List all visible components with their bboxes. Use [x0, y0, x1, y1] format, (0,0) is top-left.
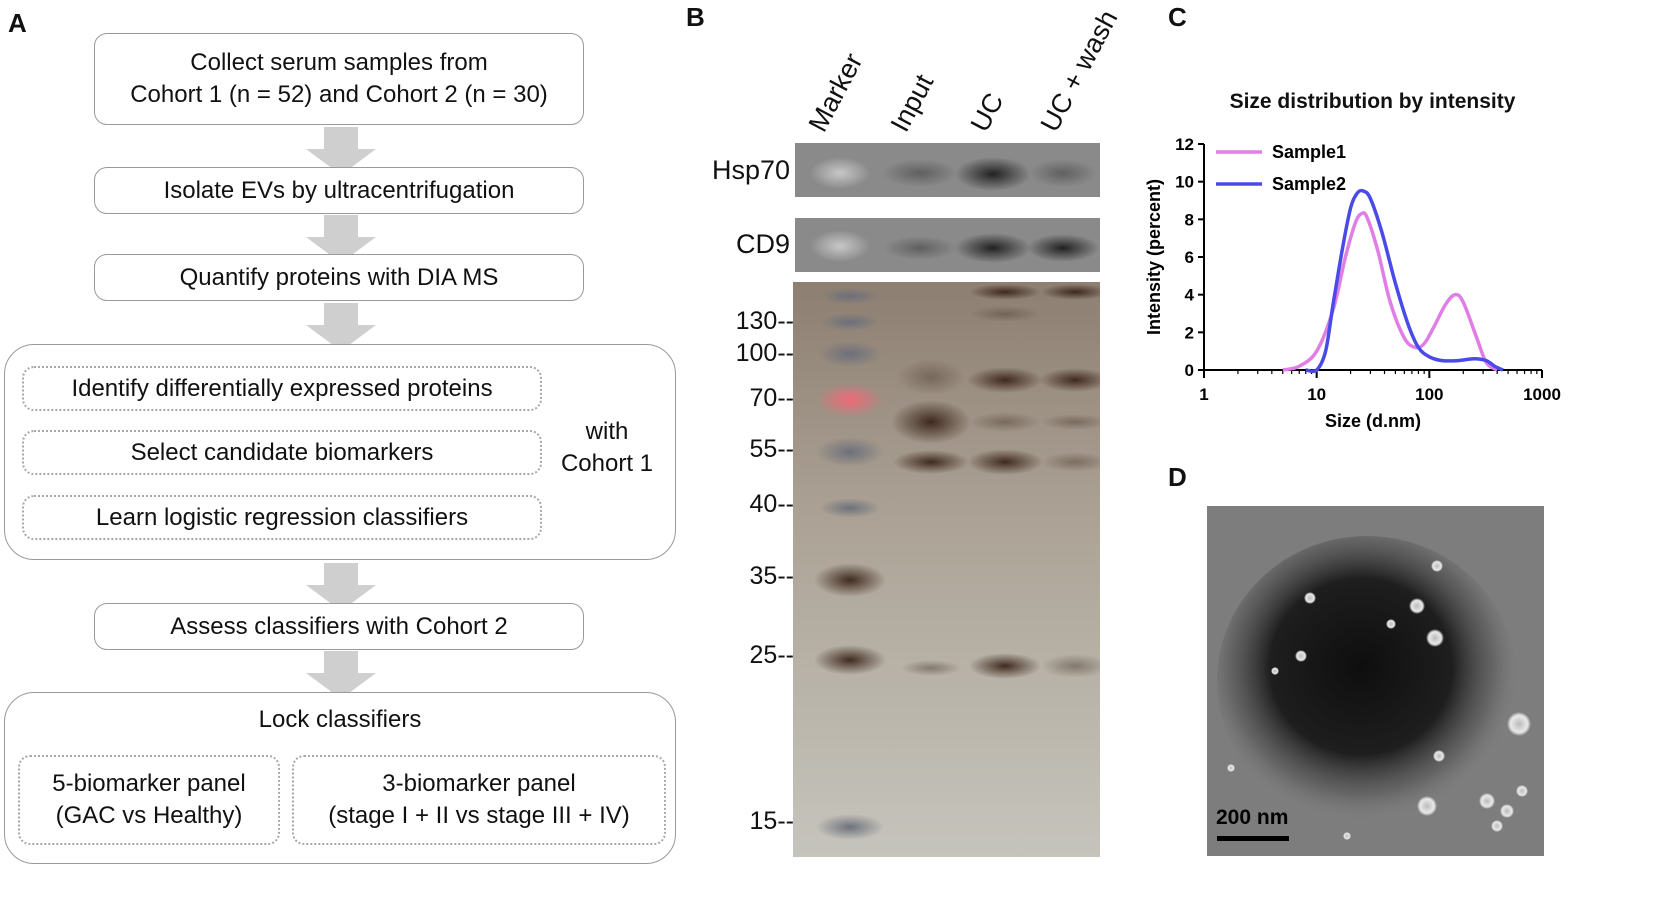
mw-label: 35--	[749, 562, 794, 590]
mw-label: 100--	[735, 339, 794, 367]
step-isolate-evs: Isolate EVs by ultracentrifugation	[94, 167, 584, 214]
mw-ladder-labels: 130-- 100-- 70-- 55-- 40-- 35-- 25-- 15-…	[690, 283, 794, 858]
down-arrow-icon	[306, 215, 376, 263]
down-arrow-icon	[306, 651, 376, 699]
mw-label: 70--	[749, 384, 794, 412]
step-collect-samples: Collect serum samples from Cohort 1 (n =…	[94, 33, 584, 125]
lane-label-marker: Marker	[802, 48, 869, 137]
step-assess-classifiers: Assess classifiers with Cohort 2	[94, 603, 584, 650]
cohort1-note-line1: with	[585, 418, 629, 445]
down-arrow-icon	[306, 563, 376, 611]
panel-3-line2: (stage I + II vs stage III + IV)	[328, 802, 630, 829]
down-arrow-icon	[306, 303, 376, 351]
silver-stain-gel	[793, 282, 1100, 857]
step-identify-proteins: Identify differentially expressed protei…	[22, 366, 542, 411]
mw-label: 15--	[749, 807, 794, 835]
panel-label-b: B	[686, 2, 705, 32]
step-learn-classifiers: Learn logistic regression classifiers	[22, 495, 542, 540]
panel-label-c: C	[1168, 2, 1187, 32]
y-tick-label: 8	[1185, 210, 1194, 229]
x-tick-label: 100	[1415, 385, 1443, 404]
western-blot-hsp70	[795, 143, 1100, 197]
legend-label: Sample2	[1272, 174, 1346, 194]
panel-label-d: D	[1168, 462, 1187, 492]
legend-label: Sample1	[1272, 142, 1346, 162]
y-tick-label: 6	[1185, 248, 1194, 267]
y-tick-label: 10	[1175, 173, 1194, 192]
y-tick-label: 0	[1185, 361, 1194, 380]
series-line-sample1	[1282, 211, 1499, 372]
mw-label: 55--	[749, 435, 794, 463]
western-blot-cd9	[795, 218, 1100, 272]
lane-label-uc: UC	[964, 88, 1010, 137]
lock-classifiers-title: Lock classifiers	[258, 706, 422, 733]
step-collect-line2: Cohort 1 (n = 52) and Cohort 2 (n = 30)	[130, 81, 548, 108]
panel-label-a: A	[8, 8, 27, 38]
panel-5-biomarker: 5-biomarker panel (GAC vs Healthy)	[18, 755, 280, 845]
blot-row-cd9: CD9	[735, 229, 790, 259]
x-tick-label: 10	[1307, 385, 1326, 404]
y-tick-label: 2	[1185, 323, 1194, 342]
dls-size-distribution-chart: 0 2 4 6 8 10 12 1 10 100 1000 Size (d.nm) Intensity …	[1144, 135, 1561, 431]
panel-3-biomarker: 3-biomarker panel (stage I + II vs stage…	[292, 755, 666, 845]
tem-scale-bar-label: 200 nm	[1216, 806, 1289, 829]
x-tick-label: 1	[1199, 385, 1208, 404]
mw-label: 25--	[749, 641, 794, 669]
x-axis-label: Size (d.nm)	[1325, 411, 1421, 431]
mw-label: 40--	[749, 490, 794, 518]
step-select-biomarkers: Select candidate biomarkers	[22, 430, 542, 475]
step-collect-line1: Collect serum samples from	[190, 49, 488, 76]
down-arrow-icon	[306, 127, 376, 175]
cohort1-note: with Cohort 1	[548, 416, 666, 480]
blot-row-hsp70: Hsp70	[711, 155, 790, 185]
panel-5-line2: (GAC vs Healthy)	[55, 802, 243, 829]
series-line-sample2	[1305, 188, 1504, 374]
lane-label-input: Input	[884, 69, 940, 137]
tem-micrograph	[1207, 506, 1544, 856]
lane-label-uc-wash: UC + wash	[1034, 5, 1124, 137]
panel-5-line1: 5-biomarker panel	[52, 770, 246, 797]
chart-title: Size distribution by intensity	[1229, 90, 1516, 113]
y-axis-label: Intensity (percent)	[1144, 179, 1164, 335]
panel-3-line1: 3-biomarker panel	[382, 770, 576, 797]
y-tick-label: 4	[1185, 286, 1195, 305]
step-quantify-proteins: Quantify proteins with DIA MS	[94, 254, 584, 301]
mw-label: 130--	[735, 307, 794, 335]
x-tick-label: 1000	[1523, 385, 1561, 404]
cohort1-note-line2: Cohort 1	[560, 450, 654, 477]
y-tick-label: 12	[1175, 135, 1194, 154]
